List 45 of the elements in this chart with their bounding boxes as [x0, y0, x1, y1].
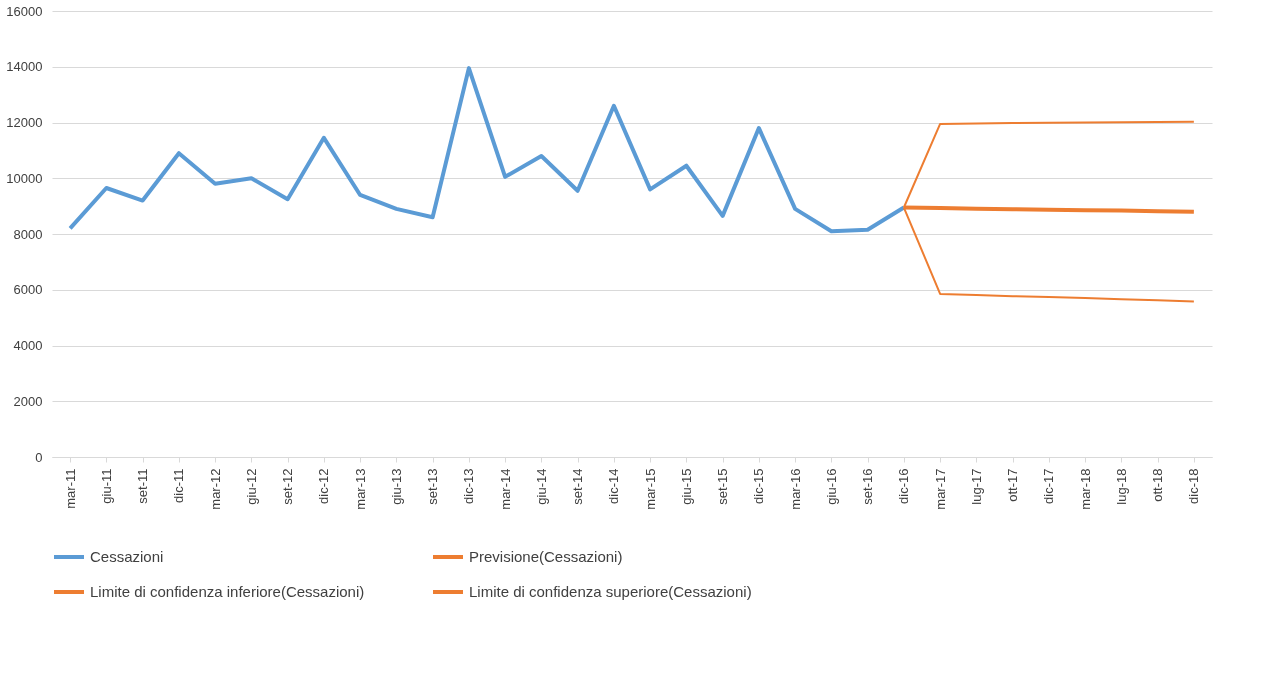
- x-tick-label: mar-11: [62, 468, 78, 509]
- x-tick-label: ott-18: [1150, 468, 1166, 502]
- x-tick-label: set-11: [135, 468, 151, 504]
- x-tick-label: mar-16: [787, 468, 803, 510]
- y-tick-label: 2000: [13, 393, 43, 409]
- x-tick-label: mar-12: [207, 468, 223, 510]
- y-tick-label: 6000: [13, 282, 43, 298]
- x-tick-label: dic-15: [751, 468, 767, 504]
- y-tick-label: 10000: [6, 170, 43, 186]
- legend-label: Limite di confidenza inferiore(Cessazioni): [90, 583, 365, 600]
- x-tick-label: set-12: [280, 468, 296, 505]
- x-tick-label: dic-17: [1041, 468, 1057, 504]
- x-tick-label: set-13: [425, 468, 441, 505]
- x-tick-label: giu-11: [98, 468, 114, 504]
- legend-label: Previsione(Cessazioni): [469, 548, 623, 565]
- x-tick-label: mar-13: [352, 468, 368, 510]
- x-tick-label: lug-17: [968, 468, 984, 505]
- x-tick-label: mar-18: [1077, 468, 1093, 510]
- x-tick-label: mar-17: [932, 468, 948, 510]
- x-tick-label: dic-11: [171, 468, 187, 503]
- x-tick-label: giu-14: [533, 468, 549, 505]
- x-tick-label: giu-15: [678, 468, 694, 505]
- x-tick-label: dic-12: [316, 468, 332, 504]
- x-tick-label: dic-13: [461, 468, 477, 504]
- x-tick-label: set-16: [860, 468, 876, 505]
- x-tick-label: dic-14: [606, 468, 622, 504]
- y-tick-label: 4000: [13, 338, 43, 353]
- x-tick-label: giu-12: [243, 468, 259, 505]
- y-tick-label: 16000: [6, 3, 43, 19]
- x-tick-label: giu-13: [388, 468, 404, 505]
- y-tick-label: 8000: [13, 226, 43, 242]
- y-tick-label: 0: [35, 449, 43, 465]
- x-tick-label: mar-15: [642, 468, 658, 510]
- x-tick-label: dic-16: [896, 468, 912, 504]
- x-tick-label: giu-16: [823, 468, 839, 505]
- x-tick-label: lug-18: [1113, 468, 1129, 505]
- x-tick-label: set-14: [570, 468, 586, 505]
- x-tick-label: dic-18: [1186, 468, 1202, 504]
- legend-label: Limite di confidenza superiore(Cessazioni): [469, 583, 752, 600]
- x-tick-label: ott-17: [1005, 468, 1021, 502]
- y-tick-label: 14000: [6, 59, 43, 75]
- y-tick-label: 12000: [6, 115, 43, 130]
- x-tick-label: mar-14: [497, 468, 513, 510]
- legend-label: Cessazioni: [90, 548, 164, 565]
- x-tick-label: set-15: [715, 468, 731, 505]
